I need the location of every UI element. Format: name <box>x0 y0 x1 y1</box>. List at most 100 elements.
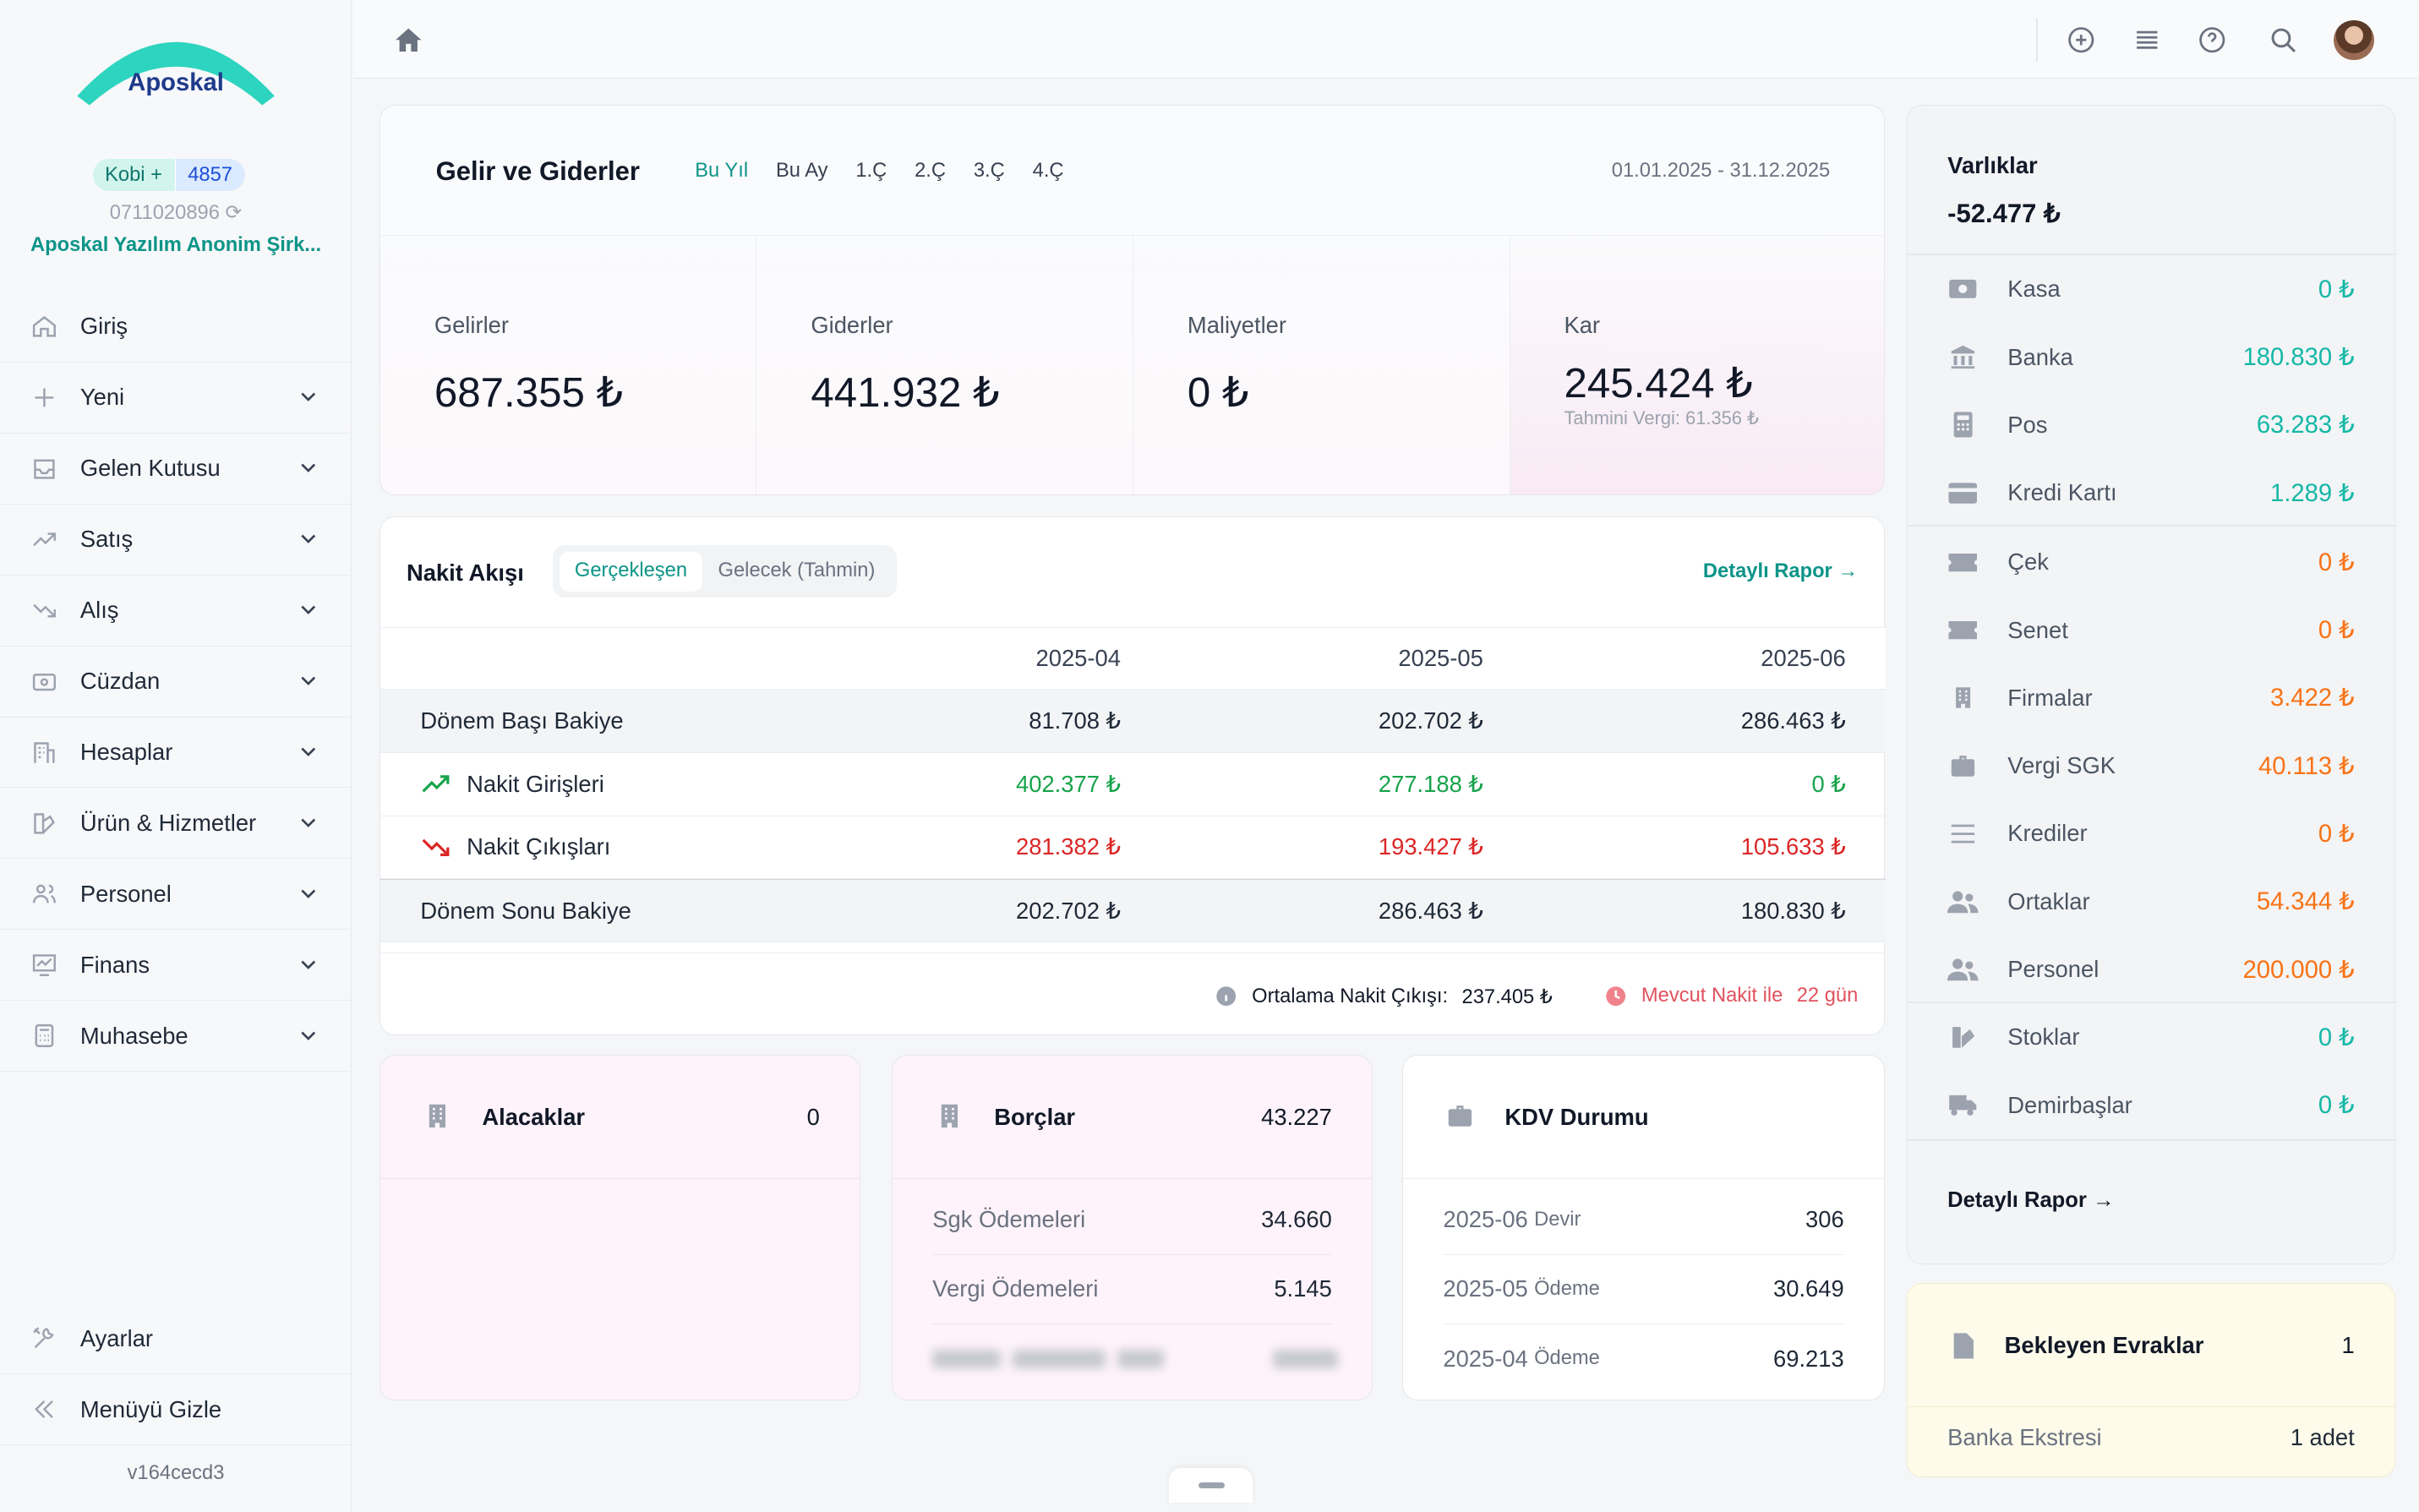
period-tab-q1[interactable]: 1.Ç <box>855 159 887 182</box>
table-row: Dönem Başı Bakiye 81.708 ₺ 202.702 ₺ 286… <box>380 689 1887 753</box>
chevron-down-icon <box>301 392 316 402</box>
asset-row[interactable]: Senet 0 ₺ <box>1947 596 2355 663</box>
cash-flow-footer: Ortalama Nakit Çıkışı: 237.405 ₺ Mevcut N… <box>380 953 1887 1034</box>
nav-ayarlar[interactable]: Ayarlar <box>0 1303 351 1375</box>
nav-hesaplar[interactable]: Hesaplar <box>0 718 351 789</box>
search-icon[interactable] <box>2268 25 2299 56</box>
vat-title: KDV Durumu <box>1504 1103 1649 1130</box>
brand-name[interactable]: Aposkal <box>128 69 224 97</box>
asset-row[interactable]: Kredi Kartı 1.289 ₺ <box>1947 459 2355 527</box>
nav-personel[interactable]: Personel <box>0 859 351 931</box>
divider <box>1907 1002 2397 1004</box>
table-row: Nakit Girişleri 402.377 ₺ 277.188 ₺ 0 ₺ <box>380 753 1887 816</box>
kpi-row: Gelirler 687.355 ₺ Giderler 441.932 ₺ Ma… <box>380 235 1885 494</box>
asset-label: Personel <box>2007 956 2100 983</box>
nav-satis[interactable]: Satış <box>0 505 351 576</box>
nav-alis[interactable]: Alış <box>0 576 351 647</box>
vat-row[interactable]: 2025-05 Ödeme 30.649 <box>1443 1255 1844 1324</box>
pending-row[interactable]: Banka Ekstresi 1 adet <box>1947 1424 2355 1451</box>
asset-value: 0 ₺ <box>2318 276 2355 303</box>
bottom-drawer-handle[interactable] <box>1169 1468 1253 1503</box>
help-icon[interactable] <box>2197 25 2228 56</box>
user-avatar[interactable] <box>2334 19 2374 61</box>
asset-row[interactable]: Vergi SGK 40.113 ₺ <box>1947 732 2355 800</box>
chevron-down-icon <box>301 463 316 473</box>
nav-label: Gelen Kutusu <box>79 455 221 482</box>
kpi-expenses[interactable]: Giderler 441.932 ₺ <box>756 236 1134 494</box>
nav-gelen-kutusu[interactable]: Gelen Kutusu <box>0 434 351 505</box>
kpi-value: 0 ₺ <box>1187 368 1249 416</box>
nav-label: Finans <box>79 951 150 978</box>
nav-label: Alış <box>79 597 119 624</box>
nav-urun-hizmetler[interactable]: Ürün & Hizmetler <box>0 788 351 860</box>
table-row: Dönem Sonu Bakiye 202.702 ₺ 286.463 ₺ 18… <box>380 879 1887 943</box>
kpi-costs[interactable]: Maliyetler 0 ₺ <box>1133 236 1510 494</box>
aposkal-logo[interactable] <box>71 22 281 123</box>
asset-value: 40.113 ₺ <box>2258 752 2355 780</box>
menu-lines-icon[interactable] <box>2132 25 2163 56</box>
kpi-profit[interactable]: Kar 245.424 ₺ Tahmini Vergi: 61.356 ₺ <box>1510 236 1885 494</box>
period-tab-this-year[interactable]: Bu Yıl <box>695 159 749 182</box>
nav-cuzdan[interactable]: Cüzdan <box>0 647 351 718</box>
vat-status-card[interactable]: KDV Durumu 2025-06 Devir 306 2025-05 Ödeme… <box>1401 1055 1886 1401</box>
divider <box>1907 254 2397 256</box>
asset-row[interactable]: Stoklar 0 ₺ <box>1947 1003 2355 1071</box>
period-tab-q2[interactable]: 2.Ç <box>915 159 947 182</box>
cash-flow-title: Nakit Akışı <box>406 559 524 586</box>
list-icon <box>1947 818 1979 849</box>
asset-row[interactable]: Çek 0 ₺ <box>1947 528 2355 596</box>
chevron-down-icon <box>301 747 316 756</box>
building-icon <box>429 1104 446 1128</box>
row-value: 306 <box>1805 1206 1844 1233</box>
vat-row[interactable]: 2025-06 Devir 306 <box>1443 1186 1844 1255</box>
refresh-icon[interactable]: ⟳ <box>225 202 243 225</box>
vat-header: KDV Durumu <box>1402 1056 1885 1180</box>
asset-row[interactable]: Krediler 0 ₺ <box>1947 800 2355 867</box>
period-tab-q3[interactable]: 3.Ç <box>973 159 1005 182</box>
app-version: v164cecd3 <box>127 1462 225 1485</box>
vat-row[interactable]: 2025-04 Ödeme 69.213 <box>1443 1324 1843 1394</box>
nav-finans[interactable]: Finans <box>0 930 351 1002</box>
tab-forecast[interactable]: Gelecek (Tahmin) <box>718 559 876 581</box>
asset-row[interactable]: Pos 63.283 ₺ <box>1947 391 2355 459</box>
asset-label: Firmalar <box>2007 684 2093 711</box>
chevron-down-icon <box>301 676 316 685</box>
pending-documents-card[interactable]: Bekleyen Evraklar 1 Banka Ekstresi 1 ade… <box>1906 1283 2396 1478</box>
trend-down-icon <box>422 838 450 856</box>
payable-row[interactable]: Vergi Ödemeleri 5.145 <box>932 1255 1332 1324</box>
cell-value: 286.463 ₺ <box>1378 897 1483 924</box>
home-icon[interactable] <box>393 25 424 56</box>
chevron-down-icon <box>301 818 316 827</box>
nav-muhasebe[interactable]: Muhasebe <box>0 1001 351 1073</box>
asset-row[interactable]: Firmalar 3.422 ₺ <box>1947 664 2355 732</box>
receivables-card[interactable]: Alacaklar 0 <box>379 1055 861 1401</box>
row-label: Dönem Sonu Bakiye <box>420 897 631 924</box>
column-header: 2025-04 <box>1035 644 1121 671</box>
document-icon <box>1953 1333 1974 1359</box>
clock-icon <box>1606 985 1626 1006</box>
cash-flow-detail-link[interactable]: Detaylı Rapor → <box>1702 560 1859 583</box>
company-phone: 0711020896 ⟳ <box>109 202 243 225</box>
add-circle-icon[interactable] <box>2066 25 2097 56</box>
asset-row[interactable]: Demirbaşlar 0 ₺ <box>1947 1072 2355 1139</box>
kpi-income[interactable]: Gelirler 687.355 ₺ <box>380 236 757 494</box>
nav-giris[interactable]: Giriş <box>0 292 351 363</box>
payable-row[interactable]: Sgk Ödemeleri 34.660 <box>932 1186 1332 1255</box>
company-name[interactable]: Aposkal Yazılım Anonim Şirk... <box>30 234 322 257</box>
column-header: 2025-05 <box>1398 644 1483 671</box>
receivables-header: Alacaklar 0 <box>380 1056 860 1180</box>
plan-badge[interactable]: Kobi + 4857 <box>92 158 245 192</box>
nav-yeni[interactable]: Yeni <box>0 363 351 434</box>
asset-row[interactable]: Banka 180.830 ₺ <box>1947 323 2355 390</box>
asset-row[interactable]: Personel 200.000 ₺ <box>1947 936 2355 1003</box>
period-tab-this-month[interactable]: Bu Ay <box>775 159 828 182</box>
payables-card[interactable]: Borçlar 43.227 Sgk Ödemeleri 34.660 Verg… <box>891 1055 1373 1401</box>
asset-row[interactable]: Kasa 0 ₺ <box>1947 255 2355 323</box>
period-tab-q4[interactable]: 4.Ç <box>1032 159 1064 182</box>
asset-value: 200.000 ₺ <box>2242 956 2355 984</box>
row-value: 30.649 <box>1773 1275 1844 1302</box>
asset-row[interactable]: Ortaklar 54.344 ₺ <box>1947 868 2355 936</box>
hide-menu-button[interactable]: Menüyü Gizle <box>0 1374 351 1445</box>
assets-detail-link[interactable]: Detaylı Rapor → <box>1947 1188 2115 1213</box>
tab-realized[interactable]: Gerçekleşen <box>559 551 703 592</box>
